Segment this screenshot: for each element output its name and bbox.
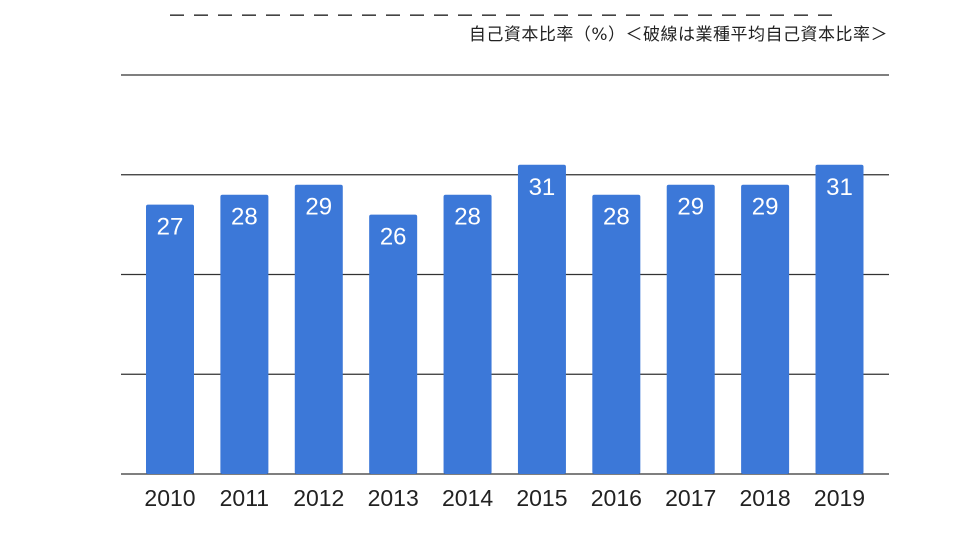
bar-value-labels: 27 28 29 26 28 31 28 29 29 31 xyxy=(157,174,853,251)
bar-2010 xyxy=(146,204,194,475)
bar-2013 xyxy=(369,214,418,474)
x-tick-2011: 2011 xyxy=(220,485,269,511)
x-tick-2015: 2015 xyxy=(516,485,567,511)
bar-label-2017: 29 xyxy=(677,194,704,221)
x-tick-2017: 2017 xyxy=(665,485,716,511)
x-tick-2019: 2019 xyxy=(814,485,865,511)
chart-title: 自己資本比率（%）＜破線は業種平均自己資本比率＞ xyxy=(468,25,888,45)
x-tick-2013: 2013 xyxy=(368,485,419,511)
bar-2014 xyxy=(443,194,492,474)
x-tick-2018: 2018 xyxy=(740,485,791,511)
bar-2017 xyxy=(666,184,715,474)
x-tick-2010: 2010 xyxy=(144,485,195,511)
bar-label-2019: 31 xyxy=(826,174,853,201)
bar-2012 xyxy=(294,184,343,474)
bar-label-2011: 28 xyxy=(231,204,258,231)
bar-2016 xyxy=(592,194,641,474)
x-tick-2016: 2016 xyxy=(591,485,642,511)
bar-2015 xyxy=(517,164,566,474)
bar-2018 xyxy=(741,184,790,474)
bar-label-2018: 29 xyxy=(752,194,779,221)
bar-2019 xyxy=(815,164,864,474)
bar-label-2014: 28 xyxy=(454,204,481,231)
x-tick-2014: 2014 xyxy=(442,485,493,511)
bar-label-2012: 29 xyxy=(305,194,332,221)
bar-label-2013: 26 xyxy=(380,224,407,251)
x-tick-labels: 2010 2011 2012 2013 2014 2015 2016 2017 2018 2019 xyxy=(144,485,865,511)
bar-2011 xyxy=(220,194,269,474)
bar-label-2016: 28 xyxy=(603,204,630,231)
x-tick-2012: 2012 xyxy=(293,485,344,511)
bar-label-2010: 27 xyxy=(157,214,184,241)
bars xyxy=(146,164,864,475)
bar-label-2015: 31 xyxy=(529,174,556,201)
